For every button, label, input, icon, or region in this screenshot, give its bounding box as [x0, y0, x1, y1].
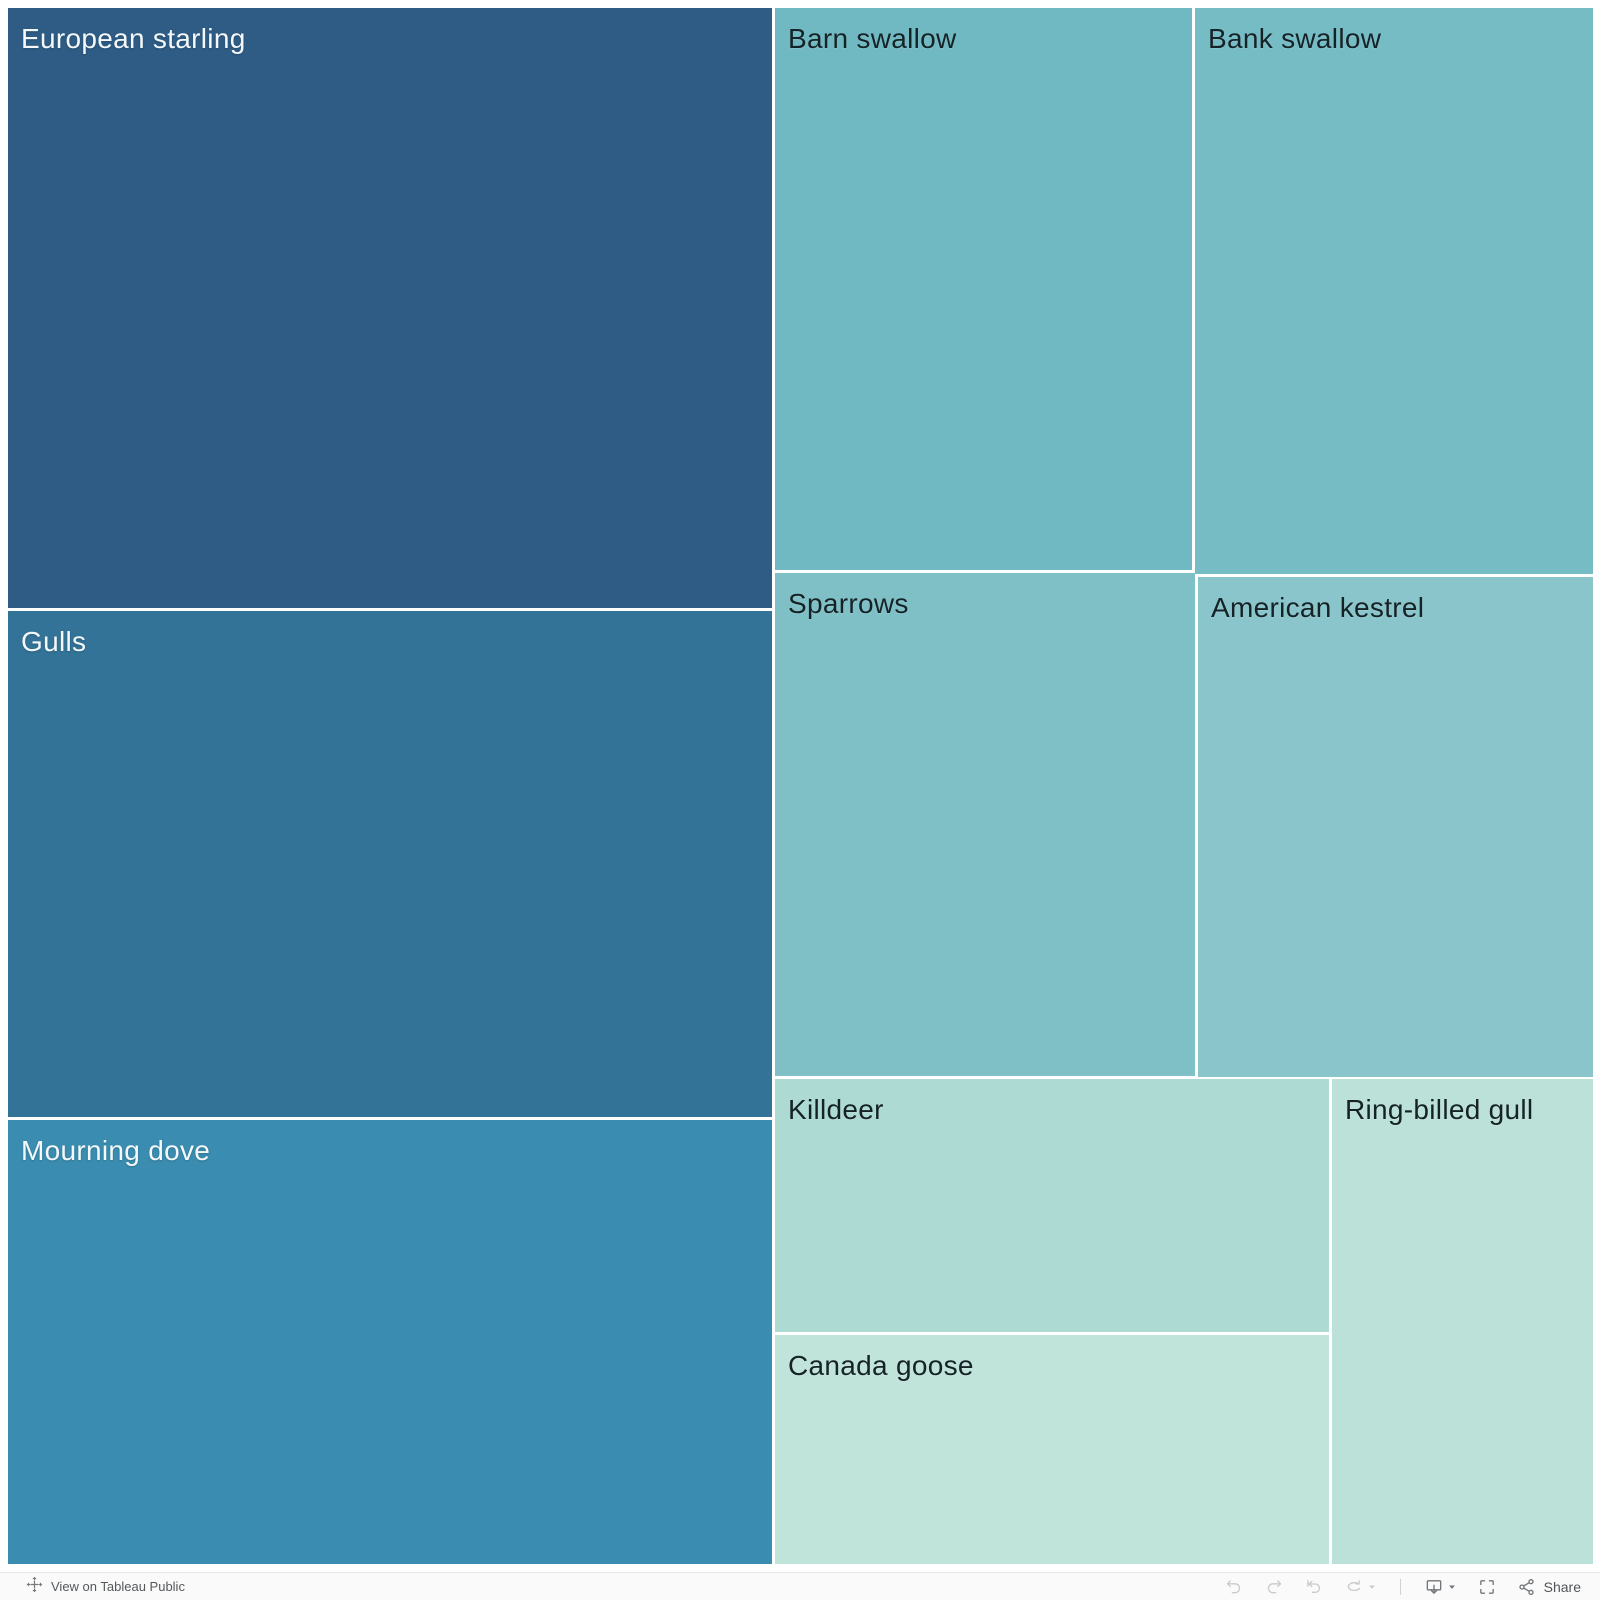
share-button[interactable]: Share	[1512, 1575, 1586, 1599]
toolbar-right: Share	[1219, 1575, 1600, 1599]
tile-label: Killdeer	[788, 1094, 884, 1125]
toolbar-separator	[1399, 1578, 1401, 1595]
treemap-tile-european-starling[interactable]: European starling	[8, 8, 772, 608]
treemap-tile-mourning-dove[interactable]: Mourning dove	[8, 1120, 772, 1564]
share-label: Share	[1543, 1578, 1581, 1595]
treemap-tile-american-kestrel[interactable]: American kestrel	[1198, 577, 1593, 1077]
treemap-tile-sparrows[interactable]: Sparrows	[775, 573, 1195, 1076]
view-on-tableau-public-link[interactable]: View on Tableau Public	[51, 1579, 185, 1594]
fullscreen-icon	[1477, 1577, 1497, 1597]
tableau-toolbar: View on Tableau Public	[0, 1572, 1600, 1600]
tile-label: Gulls	[21, 626, 87, 657]
treemap-tile-barn-swallow[interactable]: Barn swallow	[775, 8, 1192, 570]
tile-label: Bank swallow	[1208, 23, 1382, 54]
replay-button[interactable]	[1299, 1575, 1329, 1599]
treemap-tile-killdeer[interactable]: Killdeer	[775, 1079, 1329, 1332]
refresh-button[interactable]	[1339, 1575, 1382, 1599]
treemap-tile-gulls[interactable]: Gulls	[8, 611, 772, 1117]
tile-label: Mourning dove	[21, 1135, 211, 1166]
treemap-tile-canada-goose[interactable]: Canada goose	[775, 1335, 1329, 1564]
tile-label: European starling	[21, 23, 246, 54]
download-icon	[1424, 1577, 1444, 1597]
download-button[interactable]	[1419, 1575, 1462, 1599]
redo-icon	[1264, 1577, 1284, 1597]
toolbar-left: View on Tableau Public	[0, 1576, 185, 1598]
tableau-logo-icon	[26, 1576, 43, 1598]
redo-button[interactable]	[1259, 1575, 1289, 1599]
treemap-tile-bank-swallow[interactable]: Bank swallow	[1195, 8, 1593, 574]
refresh-icon	[1344, 1577, 1364, 1597]
caret-down-icon	[1447, 1582, 1457, 1592]
tile-label: Sparrows	[788, 588, 909, 619]
caret-down-icon	[1367, 1582, 1377, 1592]
tile-label: Ring-billed gull	[1345, 1094, 1534, 1125]
undo-icon	[1224, 1577, 1244, 1597]
undo-button[interactable]	[1219, 1575, 1249, 1599]
fullscreen-button[interactable]	[1472, 1575, 1502, 1599]
treemap-tile-ring-billed-gull[interactable]: Ring-billed gull	[1332, 1079, 1593, 1564]
tile-label: Barn swallow	[788, 23, 957, 54]
tile-label: American kestrel	[1211, 592, 1425, 623]
replay-icon	[1304, 1577, 1324, 1597]
share-icon	[1517, 1577, 1537, 1597]
tile-label: Canada goose	[788, 1350, 974, 1381]
